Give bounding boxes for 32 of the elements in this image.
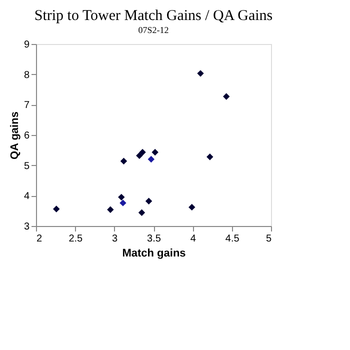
point xyxy=(197,70,204,77)
chart-title: Strip to Tower Match Gains / QA Gains xyxy=(34,8,273,24)
y-tick-label: 7 xyxy=(24,100,30,112)
x-tick-label: 3.5 xyxy=(147,234,162,244)
x-tick-label: 2.5 xyxy=(68,234,84,244)
y-axis-title: QA gains xyxy=(8,112,21,160)
y-tick-label: 5 xyxy=(24,160,30,172)
y-tick-label: 6 xyxy=(24,130,30,142)
y-tick-label: 4 xyxy=(24,191,30,202)
y-tick-label: 8 xyxy=(24,70,30,81)
y-tick-label: 9 xyxy=(24,40,30,50)
point xyxy=(138,209,146,216)
x-tick-label: 2 xyxy=(36,234,42,244)
point xyxy=(118,194,125,201)
point xyxy=(139,148,146,156)
point xyxy=(148,156,155,163)
chart-subtitle: 07S2-12 xyxy=(138,25,169,35)
x-tick-label: 5 xyxy=(266,234,272,244)
point xyxy=(53,206,60,212)
x-tick-label: 3 xyxy=(112,234,118,244)
point xyxy=(206,153,214,160)
y-tick-label: 3 xyxy=(24,222,30,232)
x-tick-label: 4.5 xyxy=(225,234,240,244)
point xyxy=(145,198,152,204)
x-tick-label: 4 xyxy=(190,234,196,244)
point xyxy=(107,206,114,213)
x-axis-title: Match gains xyxy=(122,248,186,260)
point xyxy=(120,158,128,164)
point xyxy=(120,200,126,206)
point xyxy=(152,148,158,156)
point xyxy=(222,93,230,100)
point xyxy=(188,204,196,211)
